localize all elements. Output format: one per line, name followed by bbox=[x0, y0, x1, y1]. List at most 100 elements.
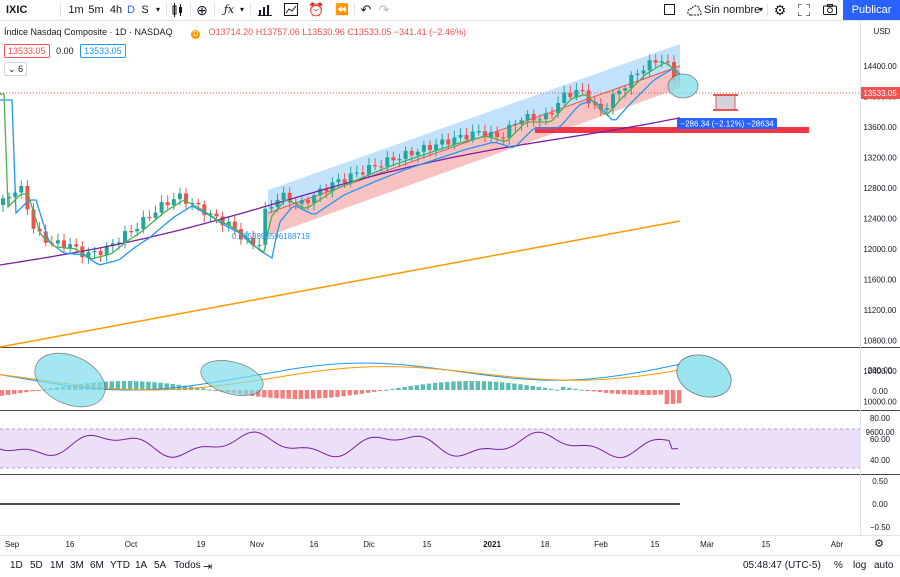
range-ytd[interactable]: YTD bbox=[110, 560, 130, 571]
highlight-ellipse-price[interactable] bbox=[667, 73, 699, 99]
candle-body bbox=[647, 60, 652, 71]
undo-icon[interactable]: ↶ bbox=[360, 2, 372, 17]
auto-scale-toggle[interactable]: auto bbox=[874, 560, 894, 571]
fullscreen-toggle-icon[interactable] bbox=[662, 0, 676, 20]
interval-4h[interactable]: 4h bbox=[109, 4, 123, 16]
camera-icon[interactable] bbox=[822, 0, 838, 20]
macd-bar bbox=[573, 388, 578, 390]
macd-bar bbox=[262, 390, 267, 398]
redo-icon[interactable]: ↷ bbox=[378, 2, 390, 17]
time-label: Oct bbox=[125, 540, 138, 549]
last-price-badge-text: 13533.05 bbox=[863, 89, 897, 98]
time-label: Abr bbox=[831, 540, 844, 549]
spread-value: 0.00 bbox=[56, 46, 74, 56]
candle-body bbox=[165, 202, 170, 206]
macd-bar bbox=[115, 381, 121, 390]
macd-bar bbox=[268, 390, 273, 398]
candle-body bbox=[86, 252, 91, 258]
highlight-ellipse-macd-1[interactable] bbox=[26, 343, 113, 418]
open-label: O bbox=[208, 27, 216, 37]
macd-bar bbox=[213, 390, 218, 391]
candle-body bbox=[116, 242, 121, 244]
highlight-ellipse-macd-3[interactable] bbox=[671, 348, 737, 405]
macd-bar bbox=[646, 390, 651, 395]
replay-icon[interactable]: ⏪ bbox=[335, 4, 349, 16]
candle-body bbox=[257, 244, 262, 247]
range-1d[interactable]: 1D bbox=[10, 560, 23, 571]
macd-bar bbox=[524, 385, 529, 390]
templates-icon[interactable] bbox=[283, 0, 299, 20]
range-1m[interactable]: 1M bbox=[50, 560, 64, 571]
currency-label[interactable]: USD bbox=[874, 27, 891, 36]
candle-body bbox=[287, 192, 292, 203]
cloud-icon[interactable] bbox=[686, 0, 702, 20]
range-3m[interactable]: 3M bbox=[70, 560, 84, 571]
macd-bar bbox=[463, 381, 468, 390]
candles-icon[interactable] bbox=[170, 0, 186, 20]
interval-5m[interactable]: 5m bbox=[88, 4, 104, 16]
interval-1m[interactable]: 1m bbox=[68, 4, 84, 16]
candle-body bbox=[507, 124, 512, 138]
macd-bar bbox=[554, 389, 560, 391]
macd-bar bbox=[201, 388, 206, 390]
compare-add-icon[interactable]: ⊕ bbox=[196, 2, 208, 18]
price-axis[interactable]: 14400.0014000.0013600.0013200.0012800.00… bbox=[863, 62, 897, 437]
macd-bar bbox=[664, 390, 670, 405]
candle-body bbox=[409, 150, 414, 156]
candle-body bbox=[147, 217, 152, 219]
settings-gear-icon[interactable]: ⚙ bbox=[773, 2, 787, 18]
price-tick: 12000.00 bbox=[863, 245, 897, 254]
range-5d[interactable]: 5D bbox=[30, 560, 43, 571]
range-5a[interactable]: 5A bbox=[154, 560, 167, 571]
indicators-dropdown-icon[interactable]: ▾ bbox=[239, 5, 244, 14]
candle-body bbox=[519, 120, 524, 124]
log-scale-toggle[interactable]: log bbox=[853, 560, 867, 571]
alert-clock-icon[interactable]: ⏰ bbox=[308, 2, 325, 17]
interval-dropdown-icon[interactable]: ▾ bbox=[155, 5, 160, 14]
macd-bar bbox=[195, 387, 200, 390]
top-toolbar: IXIC 1m 5m 4h D S ▾ ⊕ ƒx ▾ ⏰ ⏪ ↶ ↷ Sin n… bbox=[0, 0, 900, 21]
layout-name[interactable]: Sin nombre bbox=[704, 4, 761, 16]
date-range-calendar-icon[interactable]: ⇥ bbox=[203, 561, 213, 573]
fullscreen-icon[interactable] bbox=[796, 0, 812, 20]
macd-bar bbox=[298, 390, 304, 399]
time-axis[interactable]: Sep 16 Oct 19 Nov 16 Dic 15 2021 18 Feb 15 Mar 15 Abr bbox=[5, 540, 844, 549]
measure-box[interactable] bbox=[715, 94, 736, 111]
price-tick: 11200.00 bbox=[864, 306, 897, 315]
macd-bar bbox=[158, 382, 163, 390]
clock-timezone[interactable]: 05:48:47 (UTC-5) bbox=[743, 560, 821, 571]
high-label: H bbox=[255, 27, 263, 37]
symbol-search[interactable]: IXIC bbox=[6, 4, 28, 16]
candle-body bbox=[513, 123, 518, 126]
macd-bar bbox=[280, 390, 285, 399]
time-label: 2021 bbox=[483, 540, 501, 549]
layout-dropdown-icon[interactable]: ▾ bbox=[758, 5, 763, 14]
interval-s[interactable]: S bbox=[141, 4, 149, 16]
ask-price[interactable]: 13533.05 bbox=[80, 44, 126, 58]
candle-body bbox=[489, 132, 493, 138]
candle-body bbox=[312, 195, 317, 204]
bid-price[interactable]: 13533.05 bbox=[4, 44, 50, 58]
range-todos[interactable]: Todos bbox=[174, 560, 201, 571]
candle-body bbox=[458, 134, 463, 138]
indicators-toggle[interactable]: ⌄ 6 bbox=[4, 62, 28, 76]
macd-bar bbox=[432, 382, 438, 390]
highlight-ellipse-macd-2[interactable] bbox=[197, 354, 267, 401]
chart-area[interactable]: −286.34 (−2.12%) −28634 0.78538955961887… bbox=[0, 0, 900, 555]
interval-d[interactable]: D bbox=[127, 4, 135, 16]
candle-body bbox=[367, 164, 371, 175]
financials-icon[interactable] bbox=[257, 0, 273, 20]
range-1a[interactable]: 1A bbox=[135, 560, 148, 571]
macd-bar bbox=[676, 390, 682, 404]
indicators-fx-icon[interactable]: ƒx bbox=[223, 3, 235, 16]
axis-settings-gear-icon[interactable]: ⚙ bbox=[874, 538, 884, 550]
channel-lower-fill bbox=[268, 66, 680, 236]
range-6m[interactable]: 6M bbox=[90, 560, 104, 571]
percent-scale-toggle[interactable]: % bbox=[834, 560, 843, 571]
toolbar-divider bbox=[354, 3, 355, 17]
time-label: Nov bbox=[250, 540, 264, 549]
symbol-title[interactable]: Índice Nasdaq Composite · 1D · NASDAQ bbox=[4, 27, 173, 37]
publish-button[interactable]: Publicar bbox=[843, 0, 900, 20]
measure-range-bar[interactable] bbox=[535, 127, 809, 133]
candle-body bbox=[653, 60, 658, 63]
